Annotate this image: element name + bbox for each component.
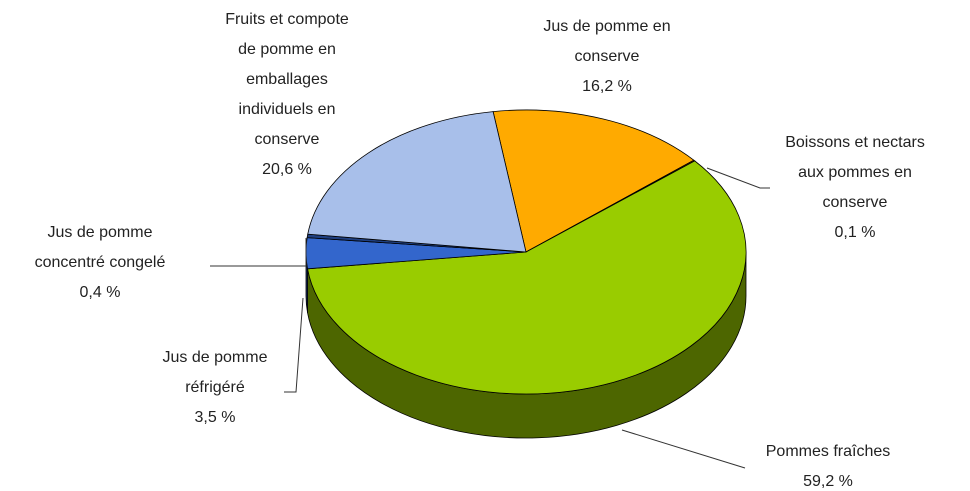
value-label: 0,1 % (835, 224, 876, 241)
label-line: Jus de pomme (163, 349, 268, 366)
value-label: 0,4 % (80, 284, 121, 301)
slice-label: Boissons et nectars aux pommes en conserve (785, 134, 925, 211)
label-line: aux pommes en (798, 164, 912, 181)
leader-line (621, 429, 746, 469)
value-label: 3,5 % (195, 409, 236, 426)
value-label: 20,6 % (262, 161, 312, 178)
slice-label: Pommes fraîches (766, 443, 890, 460)
pie-slice (492, 109, 695, 253)
label-line: Jus de pomme (48, 224, 153, 241)
label-line: réfrigéré (185, 379, 245, 396)
value-label: 16,2 % (582, 78, 632, 95)
pie-slice (307, 111, 527, 253)
label-line: concentré congelé (35, 254, 166, 271)
pie-slice (307, 160, 747, 395)
leader-line (284, 297, 304, 393)
leader-line (706, 167, 770, 189)
label-line: conserve (255, 131, 320, 148)
label-line: conserve (823, 194, 888, 211)
label-line: conserve (575, 48, 640, 65)
label-line: Jus de pomme en (543, 18, 670, 35)
slice-label: Jus de pomme réfrigéré (163, 349, 268, 396)
label-line: de pomme en (238, 41, 336, 58)
slice-label: Fruits et compote de pomme en emballages in… (225, 11, 349, 148)
slice-label: Jus de pomme en conserve (543, 18, 670, 65)
label-line: emballages (246, 71, 328, 88)
value-label: 59,2 % (803, 473, 853, 490)
slice-label: Jus de pomme concentré congelé (35, 224, 166, 271)
label-line: Boissons et nectars (785, 134, 925, 151)
label-line: individuels en (239, 101, 336, 118)
label-line: Pommes fraîches (766, 443, 890, 460)
label-line: Fruits et compote (225, 11, 349, 28)
leader-line (210, 238, 307, 267)
